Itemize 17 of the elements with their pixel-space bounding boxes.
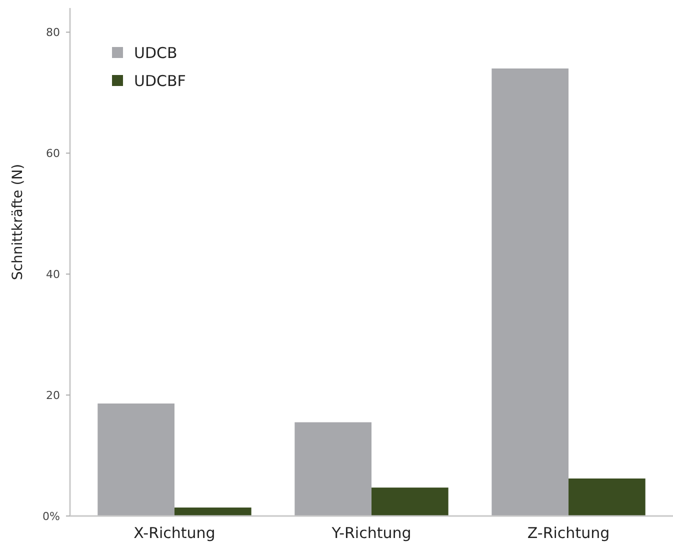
x-tick-label: Y-Richtung [330,524,412,542]
y-axis-title: Schnittkräfte (N) [10,164,26,280]
bar [568,478,646,516]
bar [174,508,252,516]
legend-label: UDCBF [134,72,186,90]
legend-label: UDCB [134,44,178,62]
bar [294,422,372,516]
y-tick-label: 80 [46,26,60,40]
y-tick-label: 60 [46,146,60,160]
bar [492,68,569,516]
y-tick-label: 20 [46,388,60,402]
bar [372,488,448,516]
x-tick-label: X-Richtung [134,524,216,542]
y-tick-label: 40 [46,268,60,281]
x-tick-label: Z-Richtung [527,524,610,542]
y-tick-label: 0% [42,510,60,523]
bar [98,404,174,516]
